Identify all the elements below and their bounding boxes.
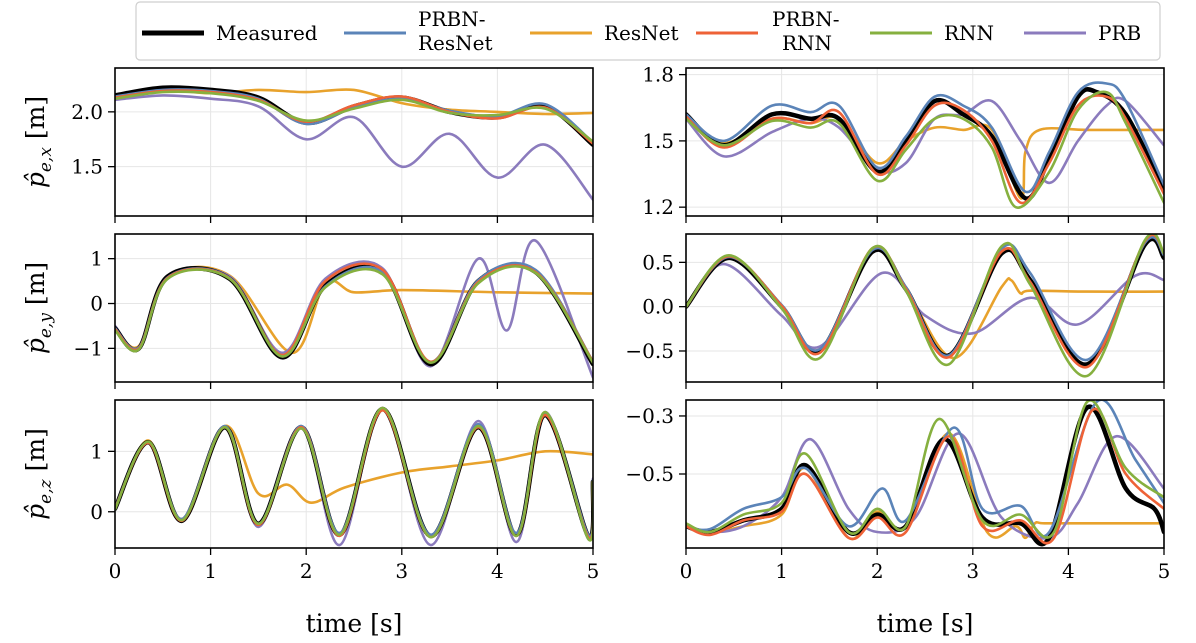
series-line-prbn-rnn bbox=[686, 407, 1164, 545]
y-tick-label: 1.8 bbox=[642, 63, 674, 87]
y-tick-label: −0.5 bbox=[625, 462, 674, 486]
series-group bbox=[115, 406, 593, 547]
y-tick-label: −0.3 bbox=[625, 404, 674, 428]
x-tick-label: 1 bbox=[775, 559, 788, 583]
y-tick-label: 1 bbox=[90, 247, 103, 271]
ylabel-py-sub: e,y bbox=[36, 313, 56, 338]
svg-text:p̂e,y[m]: p̂e,y [m] bbox=[21, 262, 56, 354]
series-line-prbn-resnet bbox=[686, 81, 1164, 194]
ylabel-pz-main: p̂ bbox=[21, 504, 50, 520]
x-tick-label: 4 bbox=[1062, 559, 1075, 583]
legend-label-prbn-rnn-line1: PRBN- bbox=[772, 7, 839, 31]
y-tick-label: 0.5 bbox=[642, 250, 674, 274]
series-line-prbn-rnn bbox=[686, 234, 1164, 369]
ylabel-py-main: p̂ bbox=[21, 338, 50, 354]
svg-text:p̂e,x[m]: p̂e,x [m] bbox=[21, 96, 56, 188]
x-tick-label: 2 bbox=[871, 559, 884, 583]
x-tick-label: 5 bbox=[587, 559, 600, 583]
legend: Measured PRBN- ResNet ResNet PRBN- RNN R… bbox=[135, 1, 1161, 61]
x-tick-label: 5 bbox=[1158, 559, 1171, 583]
y-tick-label: 1.5 bbox=[642, 129, 674, 153]
series-line-measured bbox=[686, 236, 1164, 367]
series-line-measured bbox=[686, 404, 1164, 547]
y-tick-label: 2.0 bbox=[71, 100, 103, 124]
series-line-prb bbox=[115, 94, 593, 201]
y-tick-label: −1 bbox=[74, 336, 103, 360]
axes-frame bbox=[685, 67, 1165, 217]
series-group bbox=[686, 234, 1164, 378]
legend-label-prb: PRB bbox=[1098, 21, 1141, 45]
y-tick-label: 0 bbox=[90, 292, 103, 316]
panel-py-right: −0.5 0.0 0.5 bbox=[625, 233, 1165, 389]
series-line-resnet bbox=[115, 265, 593, 355]
legend-label-prbn-resnet-line1: PRBN- bbox=[418, 7, 485, 31]
x-tick-label: 0 bbox=[109, 559, 122, 583]
series-line-prbn-rnn bbox=[686, 94, 1164, 205]
xlabel-left: time [s] bbox=[306, 609, 403, 638]
series-group bbox=[686, 400, 1164, 547]
series-group bbox=[115, 239, 593, 379]
ylabel-pz-sub: e,z bbox=[36, 478, 56, 503]
series-line-rnn bbox=[686, 400, 1164, 539]
ylabel-px-main: p̂ bbox=[21, 172, 50, 188]
legend-entry-rnn: RNN bbox=[870, 21, 994, 45]
x-tick-label: 3 bbox=[966, 559, 979, 583]
x-tick-label: 2 bbox=[300, 559, 313, 583]
y-tick-label: −0.5 bbox=[625, 339, 674, 363]
legend-entry-resnet: ResNet bbox=[530, 21, 679, 45]
axes-frame bbox=[114, 399, 594, 549]
legend-entry-measured: Measured bbox=[142, 21, 318, 45]
legend-label-measured: Measured bbox=[216, 21, 318, 45]
x-tick-label: 0 bbox=[680, 559, 693, 583]
legend-entry-prb: PRB bbox=[1024, 21, 1141, 45]
ylabel-py-unit: [m] bbox=[21, 262, 50, 305]
legend-label-resnet: ResNet bbox=[604, 21, 679, 45]
y-tick-label: 0 bbox=[90, 500, 103, 524]
series-line-rnn bbox=[686, 234, 1164, 378]
series-line-measured bbox=[686, 87, 1164, 201]
legend-label-rnn: RNN bbox=[944, 21, 994, 45]
y-tick-label: 0.0 bbox=[642, 295, 674, 319]
series-line-rnn bbox=[115, 406, 593, 542]
legend-frame bbox=[135, 1, 1161, 61]
y-tick-label: 1.2 bbox=[642, 195, 674, 219]
legend-label-prbn-rnn-line2: RNN bbox=[782, 31, 832, 55]
x-tick-label: 1 bbox=[204, 559, 217, 583]
panel-px-left: 1.5 2.0 bbox=[71, 67, 594, 223]
axes-frame bbox=[114, 67, 594, 217]
series-line-rnn bbox=[686, 90, 1164, 209]
ylabel-px-sub: e,x bbox=[36, 147, 56, 172]
panel-py-left: −1 0 1 bbox=[74, 233, 594, 389]
series-line-prb bbox=[115, 239, 593, 379]
series-line-prbn-resnet bbox=[686, 235, 1164, 362]
panel-pz-right: 0 1 2 3 4 5 −0.5 −0.3 bbox=[625, 399, 1171, 583]
svg-text:p̂e,z[m]: p̂e,z [m] bbox=[21, 428, 56, 520]
legend-label-prbn-resnet-line2: ResNet bbox=[418, 31, 493, 55]
panel-pz-left: 0 1 2 3 4 5 0 1 bbox=[90, 399, 600, 583]
panel-px-right: 1.2 1.5 1.8 bbox=[642, 63, 1165, 223]
axes-frame bbox=[685, 233, 1165, 383]
series-group bbox=[686, 81, 1164, 209]
series-group bbox=[115, 85, 593, 201]
series-line-rnn bbox=[115, 265, 593, 364]
ylabel-pz-unit: [m] bbox=[21, 428, 50, 471]
ylabel-py: p̂e,y [m] bbox=[21, 262, 56, 354]
series-line-rnn bbox=[115, 90, 593, 143]
series-line-measured bbox=[115, 262, 593, 367]
legend-entry-prbn-rnn: PRBN- RNN bbox=[696, 7, 839, 55]
ylabel-pz: p̂e,z [m] bbox=[21, 428, 56, 520]
ylabel-px-unit: [m] bbox=[21, 96, 50, 139]
ylabel-px: p̂e,x [m] bbox=[21, 96, 56, 188]
y-tick-label: 1.5 bbox=[71, 155, 103, 179]
xlabel-right: time [s] bbox=[877, 609, 974, 638]
x-tick-label: 4 bbox=[491, 559, 504, 583]
x-tick-label: 3 bbox=[395, 559, 408, 583]
series-line-resnet bbox=[686, 248, 1164, 360]
y-tick-label: 1 bbox=[90, 439, 103, 463]
axes-frame bbox=[114, 233, 594, 383]
legend-entry-prbn-resnet: PRBN- ResNet bbox=[344, 7, 493, 55]
